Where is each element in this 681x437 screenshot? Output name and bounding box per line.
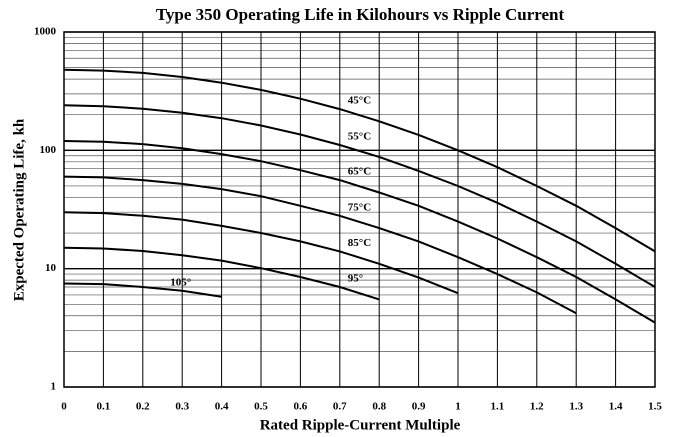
x-tick-label: 1.5 bbox=[648, 401, 662, 413]
x-tick-label: 1.3 bbox=[569, 401, 583, 413]
x-tick-label: 1 bbox=[455, 401, 461, 413]
curve-label: 105° bbox=[170, 276, 191, 288]
x-tick-label: 0.5 bbox=[254, 401, 268, 413]
x-tick-label: 0.8 bbox=[372, 401, 386, 413]
chart-title: Type 350 Operating Life in Kilohours vs … bbox=[156, 5, 565, 24]
x-tick-label: 1.2 bbox=[530, 401, 544, 413]
x-tick-label: 0.9 bbox=[412, 401, 426, 413]
curve-label: 55°C bbox=[348, 131, 371, 143]
y-tick-label: 1 bbox=[51, 381, 57, 393]
curve-label: 75°C bbox=[348, 201, 371, 213]
y-tick-label: 1000 bbox=[34, 26, 57, 38]
x-tick-label: 0.7 bbox=[333, 401, 347, 413]
y-axis-label: Expected Operating Life, kh bbox=[11, 118, 27, 301]
x-tick-label: 1.4 bbox=[609, 401, 623, 413]
x-tick-label: 0 bbox=[61, 401, 67, 413]
series-line bbox=[63, 140, 656, 324]
x-tick-label: 0.4 bbox=[215, 401, 229, 413]
x-tick-label: 0.3 bbox=[175, 401, 189, 413]
curve-label: 45°C bbox=[348, 95, 371, 107]
x-tick-label: 0.6 bbox=[294, 401, 308, 413]
y-tick-label: 10 bbox=[45, 262, 57, 274]
series-line bbox=[63, 246, 380, 301]
x-tick-label: 0.1 bbox=[97, 401, 111, 413]
curve-label: 85°C bbox=[348, 237, 371, 249]
y-tick-label: 100 bbox=[40, 144, 57, 156]
plot-frame bbox=[63, 31, 656, 388]
curve-label: 95° bbox=[348, 273, 363, 285]
x-tick-label: 0.2 bbox=[136, 401, 150, 413]
series-line bbox=[63, 68, 656, 253]
series-line bbox=[63, 104, 656, 288]
x-tick-label: 1.1 bbox=[491, 401, 505, 413]
series-line bbox=[63, 175, 577, 315]
series-line bbox=[63, 282, 222, 298]
curve-label: 65°C bbox=[348, 166, 371, 178]
x-axis-label: Rated Ripple-Current Multiple bbox=[260, 417, 461, 433]
series-line bbox=[63, 211, 459, 295]
